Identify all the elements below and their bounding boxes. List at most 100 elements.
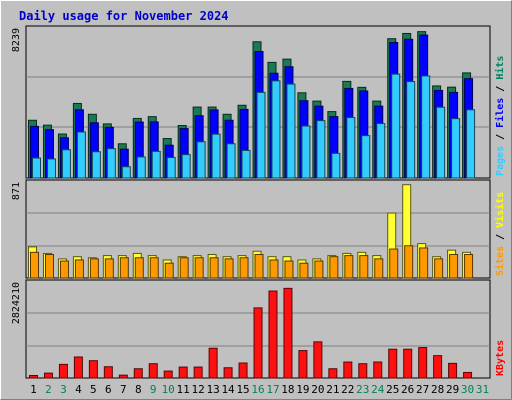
bar-pages xyxy=(301,125,311,179)
chart-title: Daily usage for November 2024 xyxy=(19,9,229,23)
bar-kbytes xyxy=(343,361,353,379)
panel-max-label: 871 xyxy=(11,182,22,200)
legend-entry: KBytes xyxy=(495,340,506,376)
bar-sites xyxy=(164,262,174,279)
bar-pages xyxy=(211,133,221,179)
bar-sites xyxy=(239,257,249,279)
bar-kbytes xyxy=(118,374,128,379)
bar-pages xyxy=(316,120,326,179)
x-tick-label: 25 xyxy=(386,383,399,396)
bar-kbytes xyxy=(268,290,278,379)
bar-kbytes xyxy=(88,360,98,379)
x-tick-label: 12 xyxy=(192,383,205,396)
x-tick-label: 29 xyxy=(446,383,459,396)
bar-kbytes xyxy=(238,362,248,379)
bar-sites xyxy=(329,256,339,279)
x-tick-label: 20 xyxy=(311,383,324,396)
bar-kbytes xyxy=(148,363,158,379)
bar-sites xyxy=(209,257,219,279)
series-pages xyxy=(32,73,476,179)
x-tick-label: 22 xyxy=(341,383,354,396)
series-sites xyxy=(30,245,474,279)
panel-legend: Pages / Files / Hits xyxy=(494,56,506,176)
bar-kbytes xyxy=(358,363,368,379)
x-tick-label: 30 xyxy=(461,383,474,396)
bar-pages xyxy=(121,166,131,179)
bar-sites xyxy=(374,258,384,279)
bar-sites xyxy=(134,257,144,279)
bar-sites xyxy=(30,251,39,279)
x-tick-label: 28 xyxy=(431,383,444,396)
panel-max-label: 2824210 xyxy=(11,282,22,324)
bar-sites xyxy=(299,262,309,279)
bar-kbytes xyxy=(223,367,233,379)
bar-pages xyxy=(32,157,41,179)
panel-kbytes: 2824210 KBytes xyxy=(11,279,506,379)
bar-sites xyxy=(224,258,234,279)
bar-sites xyxy=(389,248,399,279)
x-tick-label: 23 xyxy=(356,383,369,396)
bar-kbytes xyxy=(448,362,458,379)
bar-sites xyxy=(179,257,189,279)
bar-sites xyxy=(344,255,354,279)
bar-sites xyxy=(254,254,264,279)
series-kbytes xyxy=(29,287,473,379)
bar-pages xyxy=(256,91,266,179)
bar-sites xyxy=(434,258,444,279)
x-tick-label: 24 xyxy=(371,383,385,396)
bar-kbytes xyxy=(29,374,38,379)
bar-pages xyxy=(166,157,176,179)
panel-hits: 8239 Pages / Files / Hits xyxy=(11,25,506,179)
legend-entry: Visits xyxy=(494,192,506,228)
x-tick-label: 11 xyxy=(177,383,190,396)
bar-kbytes xyxy=(208,347,218,379)
bar-pages xyxy=(226,143,236,179)
bar-pages xyxy=(46,158,56,179)
x-tick-label: 3 xyxy=(60,383,67,396)
bar-pages xyxy=(421,75,431,179)
panel-legend: Sites / Visits xyxy=(494,192,506,276)
bar-kbytes xyxy=(298,350,308,379)
bar-sites xyxy=(404,245,414,279)
bar-kbytes xyxy=(253,307,263,379)
bar-pages xyxy=(286,83,296,179)
bar-sites xyxy=(269,259,279,279)
bar-pages xyxy=(91,151,101,179)
bar-kbytes xyxy=(328,368,338,379)
x-tick-label: 4 xyxy=(75,383,82,396)
bar-pages xyxy=(451,118,461,179)
bar-sites xyxy=(314,260,324,279)
bar-kbytes xyxy=(418,347,428,379)
panel-legend: KBytes xyxy=(495,340,506,376)
x-tick-label: 16 xyxy=(251,383,264,396)
panel-visits: 871 Sites / Visits xyxy=(11,179,506,279)
bar-pages xyxy=(106,148,116,179)
bar-kbytes xyxy=(193,366,203,379)
bar-pages xyxy=(391,73,401,179)
x-tick-label: 6 xyxy=(105,383,112,396)
bar-sites xyxy=(119,257,129,279)
bar-pages xyxy=(436,106,446,179)
x-axis-tick-labels: 1 2 3 4 5 6 7 8 9 10 11 12 13 14 15 16 17 18 19 20 21 22 23 24 2… xyxy=(30,383,489,396)
bar-pages xyxy=(331,152,341,179)
bar-pages xyxy=(181,154,191,179)
x-tick-label: 7 xyxy=(120,383,127,396)
bar-kbytes xyxy=(388,348,398,379)
bar-sites xyxy=(149,257,159,279)
bar-sites xyxy=(449,254,459,279)
bar-sites xyxy=(419,247,429,279)
bar-pages xyxy=(76,131,86,179)
bar-sites xyxy=(359,255,369,279)
panel-max-label: 8239 xyxy=(11,28,22,52)
bar-pages xyxy=(376,123,386,179)
bar-pages xyxy=(196,141,206,179)
x-tick-label: 17 xyxy=(266,383,279,396)
bar-kbytes xyxy=(163,370,173,379)
x-tick-label: 19 xyxy=(296,383,309,396)
bar-sites xyxy=(89,258,99,279)
bar-pages xyxy=(241,149,251,179)
x-tick-label: 26 xyxy=(401,383,414,396)
x-tick-label: 10 xyxy=(162,383,175,396)
legend-entry: Hits xyxy=(494,56,506,80)
